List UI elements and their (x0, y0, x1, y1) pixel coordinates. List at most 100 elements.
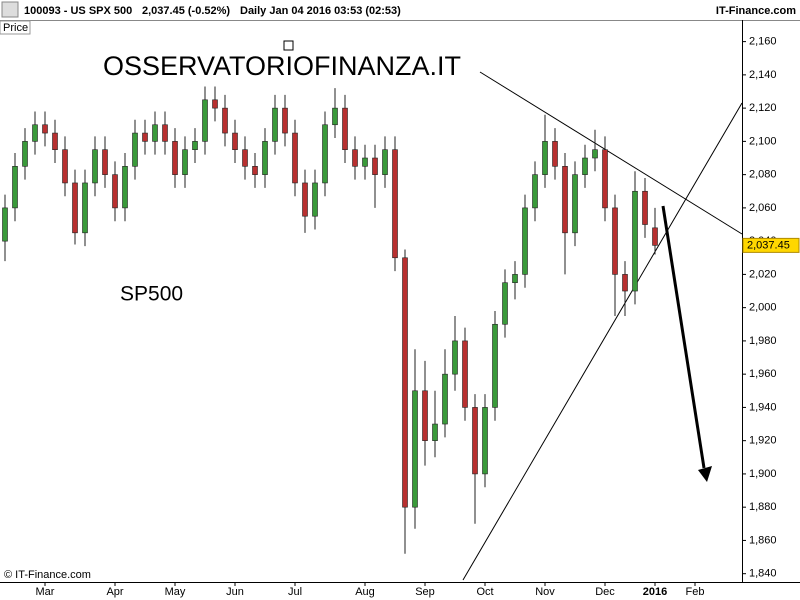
candle-body (382, 149, 388, 175)
candle-body (592, 149, 598, 159)
candle-body (122, 166, 128, 209)
candle-body (22, 141, 28, 167)
candle-body (502, 282, 508, 325)
candle-body (462, 340, 468, 408)
candle-body (342, 107, 348, 150)
x-tick-label: Nov (535, 586, 555, 598)
symbol: 100093 - US SPX 500 (24, 5, 132, 17)
trend-line-upper (479, 71, 743, 235)
candle-body (332, 107, 338, 126)
candle-body (132, 132, 138, 167)
y-tick-label: 1,960 (749, 368, 777, 380)
candle-body (252, 166, 258, 175)
x-tick-label: Sep (415, 586, 435, 598)
quote: 2,037.45 (-0.52%) (142, 5, 230, 17)
site: IT-Finance.com (716, 5, 796, 17)
panel-label: Price (3, 22, 28, 34)
candle-body (612, 207, 618, 275)
candle-body (372, 157, 378, 175)
trend-line-lower (462, 102, 743, 581)
chart-label: SP500 (120, 283, 183, 306)
candle-body (542, 141, 548, 175)
candle-body (642, 190, 648, 225)
candle-body (482, 407, 488, 475)
candle-body (32, 124, 38, 142)
panel-box (0, 20, 31, 35)
candle-body (12, 166, 18, 209)
menu-icon[interactable] (1, 1, 19, 18)
candle-body (162, 124, 168, 142)
candle-body (302, 182, 308, 217)
candle-body (392, 149, 398, 259)
candle-body (322, 124, 328, 184)
candle-body (262, 141, 268, 175)
x-tick-label: Dec (595, 586, 615, 598)
x-tick-label: Aug (355, 586, 375, 598)
candle-body (152, 124, 158, 142)
candle-body (452, 340, 458, 375)
period: Daily Jan 04 2016 03:53 (02:53) (240, 5, 401, 17)
candle-body (42, 124, 48, 134)
y-tick-label: 1,980 (749, 335, 777, 347)
candle-body (192, 141, 198, 150)
candle-body (2, 207, 8, 242)
candle-body (52, 132, 58, 150)
candle-body (562, 166, 568, 234)
watermark: OSSERVATORIOFINANZA.IT (103, 51, 461, 81)
candle-body (622, 274, 628, 292)
candle-body (402, 257, 408, 508)
candle-body (172, 141, 178, 175)
y-tick-label: 2,140 (749, 69, 777, 81)
y-tick-label: 1,900 (749, 468, 777, 480)
candle-body (412, 390, 418, 508)
candle-body (442, 373, 448, 425)
y-tick-label: 1,860 (749, 534, 777, 546)
arrow-shaft (661, 205, 706, 469)
candle-body (532, 174, 538, 209)
candle-body (272, 107, 278, 142)
y-tick-label: 1,880 (749, 501, 777, 513)
y-tick-label: 2,100 (749, 135, 777, 147)
y-tick-label: 2,120 (749, 102, 777, 114)
candle-body (652, 227, 658, 246)
x-tick-label: Oct (476, 586, 493, 598)
candle-body (362, 157, 368, 167)
y-tick-label: 2,060 (749, 202, 777, 214)
y-tick-label: 1,920 (749, 435, 777, 447)
x-tick-label: Apr (106, 586, 123, 598)
candle-body (232, 132, 238, 150)
candle-body (292, 132, 298, 184)
x-tick-label: Mar (36, 586, 55, 598)
y-tick-label: 2,020 (749, 268, 777, 280)
candle-body (202, 99, 208, 142)
y-tick-label: 2,080 (749, 169, 777, 181)
candle-body (82, 182, 88, 234)
candle-body (282, 107, 288, 134)
arrow-head (698, 466, 712, 482)
x-tick-label: Jun (226, 586, 244, 598)
candle-body (182, 149, 188, 175)
x-tick-label: Jul (288, 586, 302, 598)
y-tick-label: 1,940 (749, 401, 777, 413)
candle-body (102, 149, 108, 175)
y-tick-label: 1,840 (749, 568, 777, 580)
y-tick-label: 2,000 (749, 302, 777, 314)
marker-box (283, 40, 294, 51)
candle-body (552, 141, 558, 167)
y-tick-label: 2,160 (749, 36, 777, 48)
candle-body (522, 207, 528, 275)
candle-body (582, 157, 588, 175)
candle-body (92, 149, 98, 184)
x-tick-label: Feb (686, 586, 705, 598)
candle-body (492, 323, 498, 408)
candle-body (352, 149, 358, 167)
candle-body (472, 407, 478, 475)
last-price-label: 2,037.45 (747, 239, 790, 251)
candle-body (512, 274, 518, 284)
candle-body (112, 174, 118, 209)
copyright: © IT-Finance.com (4, 569, 91, 581)
candle-body (432, 423, 438, 441)
candle-body (602, 149, 608, 209)
